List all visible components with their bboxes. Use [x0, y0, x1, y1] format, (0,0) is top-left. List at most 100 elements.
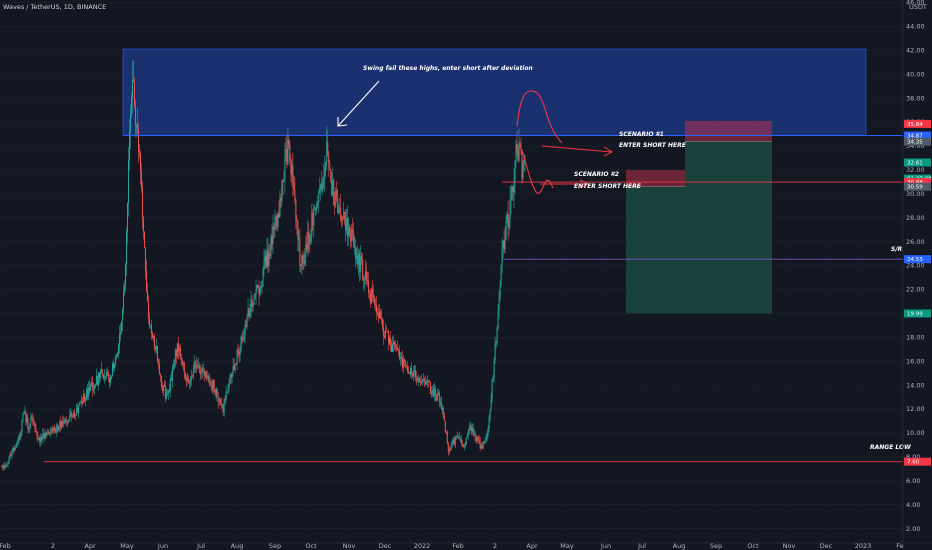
candle-body	[82, 401, 84, 404]
candle-body	[102, 372, 104, 375]
candle-body	[450, 444, 452, 451]
candle-body	[390, 338, 392, 346]
candle-body	[448, 449, 450, 453]
candle-body	[446, 432, 448, 444]
candle-body	[424, 381, 426, 385]
price-tag	[904, 309, 931, 318]
candle-body	[171, 368, 173, 381]
candle-body	[193, 361, 195, 371]
candle-body	[246, 315, 248, 327]
candle-body	[65, 419, 67, 422]
candle-body	[398, 350, 400, 359]
candle-body	[445, 431, 447, 433]
candle-body	[441, 408, 443, 409]
candle-body	[126, 232, 128, 265]
candle-body	[382, 318, 384, 328]
zones	[122, 48, 867, 314]
candle-body	[333, 180, 335, 205]
x-tick-label: Apr	[84, 542, 96, 550]
y-tick-label: 44.00	[906, 23, 925, 31]
candle-body	[517, 150, 519, 161]
candle-body	[184, 372, 186, 379]
candle-body	[6, 464, 8, 466]
x-tick-label: Feb	[0, 542, 11, 550]
candle-body	[24, 411, 26, 413]
candle-body	[417, 378, 419, 381]
candle-body	[188, 380, 190, 383]
candle-body	[323, 175, 325, 180]
candle-body	[486, 433, 488, 439]
candle-body	[116, 355, 118, 358]
price-tags: 35.8434.8734.3532.6101:27:0830.9830.5924…	[904, 119, 932, 466]
y-tick-label: 24.00	[906, 262, 925, 270]
candle-body	[497, 310, 499, 329]
candle-body	[397, 350, 399, 352]
x-tick-label: Jun	[600, 542, 611, 550]
candle-body	[179, 347, 181, 359]
candle-body	[307, 231, 309, 249]
price-tag-label: 24.53	[907, 257, 923, 263]
candle-body	[131, 97, 133, 115]
candle-body	[469, 425, 471, 429]
x-tick-label: Sep	[710, 542, 722, 550]
candle-body	[240, 336, 242, 352]
candle-body	[509, 200, 511, 220]
candle-body	[477, 437, 479, 440]
candle-body	[328, 153, 330, 164]
candle-body	[284, 156, 286, 180]
candle-body	[500, 265, 502, 286]
candle-body	[164, 385, 166, 399]
y-tick-label: 10.00	[906, 429, 925, 437]
candle-body	[346, 218, 348, 231]
candle-body	[361, 256, 363, 259]
candle-body	[308, 231, 310, 243]
candle-body	[499, 285, 501, 299]
candle-body	[283, 179, 285, 182]
candle-body	[334, 204, 336, 206]
candle-body	[57, 424, 59, 430]
x-tick-label: Feb	[452, 542, 464, 550]
candle-body	[45, 432, 47, 436]
candle-body	[77, 407, 79, 413]
candle-body	[85, 398, 87, 402]
candle-body	[276, 216, 278, 228]
candle-body	[396, 348, 398, 351]
candle-body	[502, 240, 504, 249]
candle-body	[343, 211, 345, 219]
candle-body	[191, 376, 193, 378]
candle-body	[124, 286, 126, 291]
candle-body	[254, 295, 256, 299]
candle-body	[304, 253, 306, 264]
range-low-label: RANGE LOW	[870, 444, 911, 451]
horizontal-levels[interactable]	[44, 135, 903, 463]
candle-body	[204, 371, 206, 377]
candle-body	[202, 368, 204, 371]
candle-body	[180, 358, 182, 361]
candle-body	[395, 346, 397, 349]
candle-body	[11, 450, 13, 456]
candle-body	[151, 333, 153, 338]
candle-body	[444, 420, 446, 432]
candle-body	[96, 375, 98, 385]
candle-body	[316, 203, 318, 211]
candle-body	[487, 427, 489, 434]
candle-body	[494, 344, 496, 360]
candle-body	[79, 402, 81, 406]
x-tick-label: Nov	[343, 542, 356, 550]
candle-body	[123, 290, 125, 311]
price-axis[interactable]: 2.00 4.00 6.00 8.00 10.00 12.00 14.00 16.00 18.0…	[902, 0, 925, 543]
candle-body	[200, 372, 202, 374]
candle-body	[23, 412, 25, 414]
candle-body	[473, 433, 475, 435]
x-tick-label: 2	[493, 542, 497, 550]
candle-body	[420, 381, 422, 384]
time-axis[interactable]: Feb 2 Apr May Jun Jul Aug Sep Oct Nov Dec 2022 Feb 2 A…	[0, 542, 932, 550]
candle-body	[329, 163, 331, 170]
position-target-zone	[685, 141, 772, 314]
candle-body	[472, 427, 474, 435]
candle-body	[504, 239, 506, 250]
title-text: Waves / TetherUS, 1D, BINANCE	[3, 3, 106, 11]
candle-body	[257, 284, 259, 288]
candle-body	[335, 190, 337, 206]
